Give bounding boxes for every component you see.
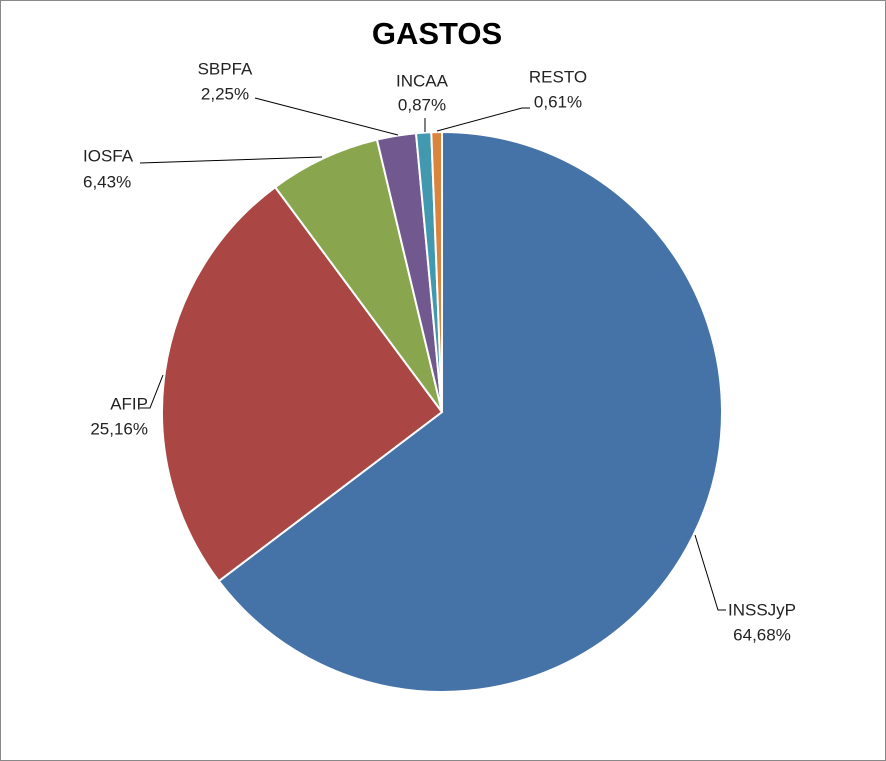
slice-label: RESTO	[529, 67, 587, 86]
slice-label: INSSJyP	[728, 600, 796, 619]
pie-slice	[217, 130, 723, 693]
leader-line	[436, 107, 530, 132]
slice-value: 2,25%	[201, 84, 249, 103]
pie-slice	[273, 138, 443, 413]
pie-slice	[161, 185, 444, 583]
slice-label: SBPFA	[198, 59, 253, 78]
leader-line	[254, 97, 399, 136]
leader-line	[140, 374, 164, 409]
slice-value: 0,87%	[398, 95, 446, 114]
slice-value: 6,43%	[83, 172, 131, 191]
slice-label: IOSFA	[83, 146, 134, 165]
slice-value: 25,16%	[90, 419, 148, 438]
leader-line	[139, 156, 323, 164]
leader-line	[694, 534, 726, 611]
slice-value: 64,68%	[733, 625, 791, 644]
slice-value: 0,61%	[534, 92, 582, 111]
pie-slice	[430, 130, 443, 413]
slice-label: AFIP	[110, 394, 148, 413]
chart-title: GASTOS	[372, 16, 502, 51]
slice-label: INCAA	[396, 71, 449, 90]
